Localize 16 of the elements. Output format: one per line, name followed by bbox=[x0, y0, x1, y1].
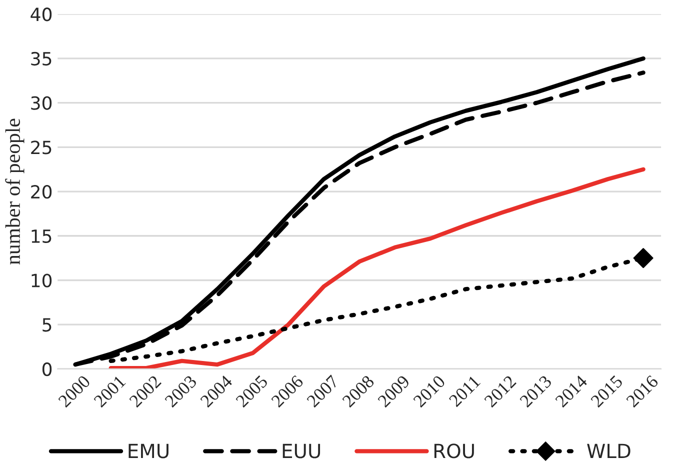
y-tick-label: 20 bbox=[31, 184, 52, 199]
y-tick-label: 35 bbox=[31, 52, 52, 66]
legend-label: ROU bbox=[434, 444, 474, 458]
y-tick-label: 25 bbox=[31, 140, 52, 154]
legend-label: EMU bbox=[128, 444, 168, 458]
y-tick-label: 0 bbox=[42, 362, 52, 376]
y-tick-label: 40 bbox=[30, 8, 52, 22]
y-tick-label: 30 bbox=[31, 96, 52, 110]
y-axis-title: number of people bbox=[5, 118, 24, 265]
line-series bbox=[108, 167, 646, 369]
y-tick-label: 15 bbox=[32, 230, 52, 243]
legend-label: EUU bbox=[282, 444, 320, 458]
x-tick-label: 2011 bbox=[448, 374, 481, 408]
legend-label: WLD bbox=[587, 444, 630, 458]
y-tick-label: 10 bbox=[32, 274, 52, 288]
y-tick-label: 5 bbox=[42, 318, 52, 332]
